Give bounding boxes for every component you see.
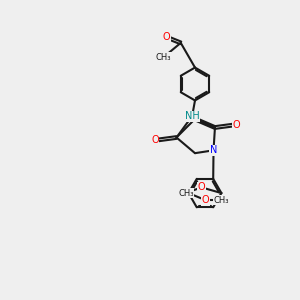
Text: CH₃: CH₃ [178, 189, 194, 198]
Text: CH₃: CH₃ [214, 196, 229, 205]
Text: O: O [151, 135, 159, 145]
Text: O: O [198, 182, 205, 192]
Text: O: O [232, 120, 240, 130]
Text: O: O [163, 32, 170, 42]
Text: NH: NH [185, 111, 200, 121]
Text: N: N [210, 145, 217, 155]
Text: CH₃: CH₃ [156, 52, 171, 62]
Text: O: O [202, 195, 209, 205]
